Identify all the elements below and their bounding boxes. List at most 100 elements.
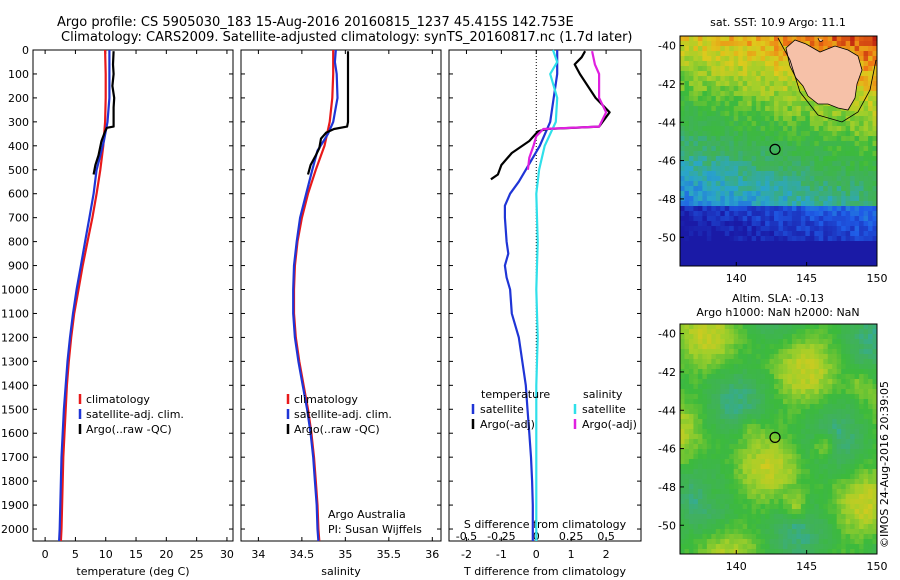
- x-axis-label: T difference from climatology: [463, 565, 626, 578]
- map-cell: [680, 529, 686, 535]
- map-cell: [845, 499, 851, 505]
- map-cell: [765, 464, 771, 470]
- map-cell: [729, 419, 735, 425]
- map-cell: [814, 236, 820, 242]
- map-cell: [760, 246, 766, 252]
- map-cell: [823, 141, 829, 147]
- map-cell: [805, 216, 811, 222]
- map-cell: [684, 424, 690, 430]
- map-cell: [827, 141, 833, 147]
- map-cell: [800, 101, 806, 107]
- map-cell: [868, 56, 874, 62]
- map-cell: [774, 181, 780, 187]
- map-cell: [809, 384, 815, 390]
- series-line-satellite: [535, 49, 559, 541]
- map-cell: [791, 434, 798, 440]
- map-cell: [796, 96, 802, 102]
- map-cell: [769, 186, 775, 192]
- map-cell: [760, 419, 766, 425]
- map-cell: [711, 539, 717, 545]
- map-cell: [814, 211, 820, 217]
- map-cell: [827, 459, 833, 465]
- map-cell: [756, 106, 762, 112]
- map-cell: [863, 186, 869, 192]
- map-cell: [845, 399, 851, 405]
- map-cell: [823, 246, 829, 252]
- map-cell: [715, 36, 721, 42]
- map-cell: [863, 394, 869, 400]
- map-cell: [756, 434, 762, 440]
- map-cell: [738, 121, 744, 127]
- map-cell: [823, 106, 829, 112]
- map-cell: [809, 484, 815, 490]
- map-cell: [684, 126, 690, 132]
- map-cell: [715, 464, 721, 470]
- map-cell: [827, 36, 833, 42]
- map-cell: [765, 241, 771, 247]
- map-cell: [859, 344, 865, 350]
- map-cell: [684, 454, 690, 460]
- map-cell: [796, 111, 802, 117]
- map-cell: [814, 191, 820, 197]
- map-cell: [684, 161, 690, 167]
- map-cell: [738, 161, 744, 167]
- map-cell: [778, 36, 784, 42]
- map-cell: [688, 96, 695, 102]
- map-cell: [854, 524, 860, 530]
- sst-map-panel: 140 145 150-40-42-44-46-48-50: [658, 35, 888, 285]
- map-cell: [760, 459, 766, 465]
- map-cell: [805, 454, 811, 460]
- map-cell: [863, 514, 869, 520]
- map-cell: [738, 66, 744, 72]
- map-cell: [782, 66, 789, 72]
- map-cell: [747, 36, 753, 42]
- map-cell: [809, 494, 815, 500]
- map-cell: [787, 359, 793, 365]
- map-cell: [774, 469, 780, 475]
- map-cell: [756, 519, 762, 525]
- map-cell: [850, 191, 856, 197]
- map-cell: [850, 111, 856, 117]
- map-cell: [680, 414, 686, 420]
- map-cell: [791, 519, 798, 525]
- map-cell: [863, 444, 869, 450]
- map-cell: [769, 136, 775, 142]
- map-cell: [782, 121, 789, 127]
- map-cell: [854, 126, 860, 132]
- map-cell: [747, 106, 753, 112]
- map-cell: [756, 324, 762, 330]
- map-cell: [756, 71, 762, 77]
- map-cell: [702, 51, 708, 57]
- map-cell: [760, 474, 766, 480]
- map-cell: [845, 349, 851, 355]
- map-cell: [800, 414, 806, 420]
- map-cell: [778, 51, 784, 57]
- map-cell: [787, 256, 793, 262]
- map-cell: [742, 359, 748, 365]
- map-cell: [733, 329, 739, 335]
- map-cell: [738, 514, 744, 520]
- map-cell: [782, 374, 789, 380]
- map-cell: [778, 121, 784, 127]
- y-tick-label: 1800: [1, 475, 29, 488]
- map-cell: [684, 116, 690, 122]
- map-cell: [697, 176, 703, 182]
- map-cell: [724, 231, 730, 237]
- map-cell: [787, 524, 793, 530]
- map-cell: [863, 176, 869, 182]
- map-cell: [720, 459, 726, 465]
- map-cell: [738, 519, 744, 525]
- map-cell: [863, 419, 869, 425]
- map-cell: [827, 499, 833, 505]
- map-cell: [751, 419, 757, 425]
- map-cell: [729, 389, 735, 395]
- y-tick-label: -50: [658, 231, 676, 244]
- map-cell: [756, 86, 762, 92]
- map-cell: [774, 61, 780, 67]
- map-cell: [756, 544, 762, 550]
- map-cell: [747, 121, 753, 127]
- map-cell: [868, 509, 874, 515]
- map-cell: [684, 211, 690, 217]
- map-cell: [684, 221, 690, 227]
- map-cell: [751, 171, 757, 177]
